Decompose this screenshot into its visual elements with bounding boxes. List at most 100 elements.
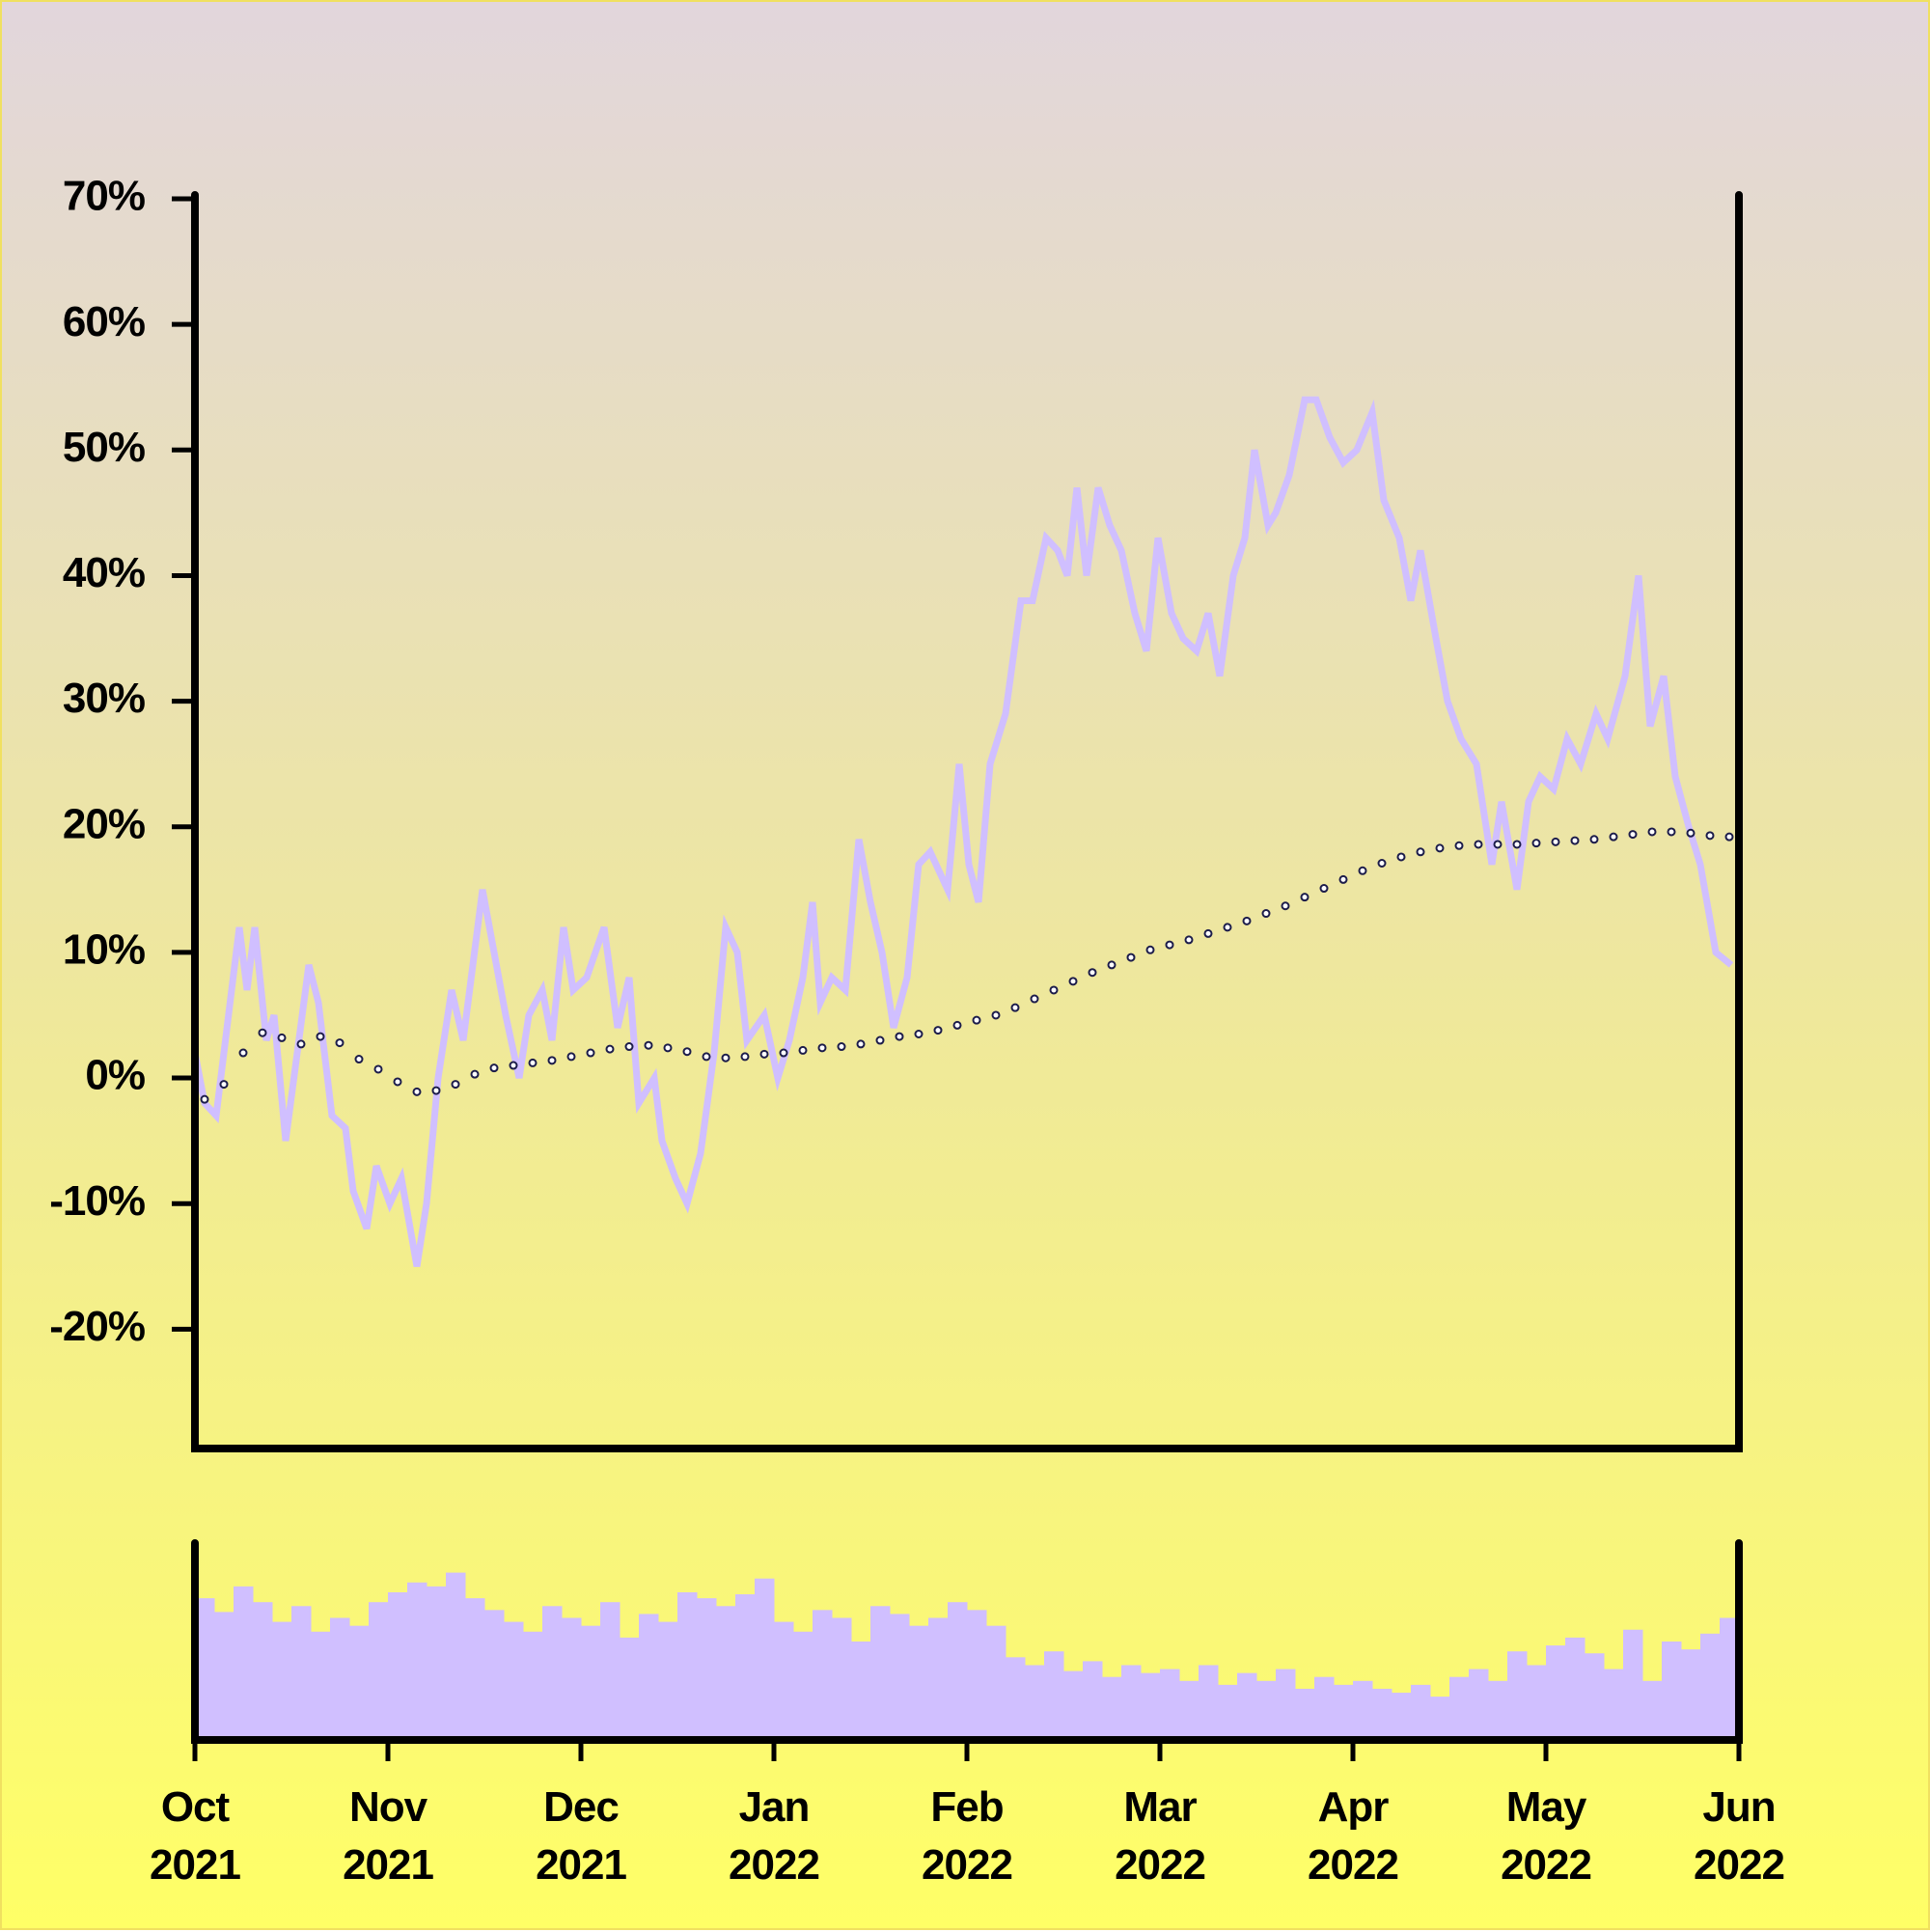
moving-average-dot bbox=[547, 1056, 557, 1065]
volume-bar bbox=[311, 1631, 331, 1740]
moving-average-dot bbox=[1628, 830, 1638, 840]
volume-bar bbox=[1449, 1676, 1470, 1740]
moving-average-dot bbox=[1107, 960, 1117, 970]
moving-average-dot bbox=[1435, 843, 1445, 853]
moving-average-dot bbox=[296, 1039, 306, 1049]
volume-bar bbox=[909, 1625, 929, 1740]
moving-average-dot bbox=[393, 1077, 402, 1087]
volume-bar bbox=[1488, 1680, 1508, 1740]
volume-bar bbox=[446, 1572, 466, 1740]
moving-average-dot bbox=[1358, 866, 1367, 875]
moving-average-dot bbox=[509, 1061, 518, 1070]
volume-bar bbox=[1604, 1669, 1624, 1740]
moving-average-dot bbox=[1551, 837, 1560, 846]
volume-bar bbox=[1063, 1670, 1084, 1740]
volume-bar bbox=[658, 1621, 678, 1740]
moving-average-dot bbox=[914, 1030, 924, 1039]
moving-average-dot bbox=[933, 1026, 943, 1035]
moving-average-dot bbox=[219, 1080, 229, 1090]
volume-bar bbox=[1392, 1693, 1412, 1740]
x-tick-label: May 2022 bbox=[1501, 1783, 1592, 1889]
volume-bar bbox=[562, 1617, 582, 1740]
volume-bar bbox=[1565, 1637, 1585, 1740]
volume-bar bbox=[330, 1617, 350, 1740]
volume-bar bbox=[1160, 1669, 1180, 1740]
volume-bar bbox=[1295, 1688, 1315, 1740]
moving-average-dot bbox=[1030, 994, 1039, 1004]
volume-bar bbox=[986, 1625, 1006, 1740]
volume-bar bbox=[523, 1631, 543, 1740]
moving-average-dot bbox=[644, 1040, 653, 1050]
moving-average-dot bbox=[1377, 858, 1387, 868]
volume-bar bbox=[1681, 1649, 1701, 1740]
volume-bar bbox=[1083, 1661, 1103, 1740]
moving-average-dot bbox=[759, 1049, 769, 1059]
moving-average-dot bbox=[1686, 828, 1696, 838]
moving-average-dot bbox=[875, 1035, 885, 1045]
moving-average-dot bbox=[798, 1045, 808, 1055]
moving-average-dot bbox=[663, 1043, 673, 1053]
volume-bar bbox=[1720, 1617, 1740, 1740]
volume-bar bbox=[484, 1610, 505, 1740]
volume-bar bbox=[774, 1621, 794, 1740]
y-tick-label: -20% bbox=[49, 1303, 145, 1350]
volume-bar bbox=[291, 1606, 312, 1740]
moving-average-dot bbox=[682, 1047, 692, 1057]
moving-average-dot bbox=[1609, 832, 1618, 842]
moving-average-dot bbox=[1474, 840, 1483, 849]
moving-average-dot bbox=[1454, 841, 1464, 850]
moving-average-dot bbox=[1242, 916, 1252, 925]
y-tick-label: 10% bbox=[63, 926, 145, 974]
x-tick-label: Feb 2022 bbox=[922, 1783, 1013, 1889]
moving-average-dot bbox=[1570, 836, 1580, 845]
volume-bar bbox=[1102, 1676, 1122, 1740]
x-tick-label: Oct 2021 bbox=[150, 1783, 241, 1889]
moving-average-dot bbox=[1589, 835, 1599, 844]
volume-bar bbox=[1179, 1680, 1199, 1740]
volume-bar bbox=[1430, 1697, 1450, 1740]
moving-average-dot bbox=[373, 1064, 383, 1074]
volume-bar bbox=[890, 1614, 910, 1740]
moving-average-dot bbox=[1145, 945, 1155, 954]
volume-bar bbox=[542, 1606, 563, 1740]
moving-average-dot bbox=[354, 1055, 364, 1064]
moving-average-dot bbox=[1338, 874, 1348, 884]
moving-average-dot bbox=[412, 1087, 422, 1096]
moving-average-dot bbox=[586, 1048, 595, 1058]
y-tick-label: -10% bbox=[49, 1177, 145, 1225]
moving-average-dot bbox=[702, 1052, 711, 1062]
moving-average-dot bbox=[335, 1038, 345, 1048]
volume-bar bbox=[1662, 1642, 1682, 1740]
volume-bar bbox=[735, 1594, 756, 1740]
volume-bar bbox=[253, 1602, 273, 1740]
volume-bar bbox=[1237, 1672, 1257, 1740]
volume-bar bbox=[369, 1602, 389, 1740]
moving-average-dot bbox=[566, 1052, 576, 1062]
volume-bar bbox=[427, 1586, 447, 1740]
moving-average-dot bbox=[1724, 832, 1734, 842]
volume-bar bbox=[195, 1598, 215, 1740]
volume-bar bbox=[1218, 1684, 1238, 1740]
volume-bar bbox=[504, 1621, 524, 1740]
volume-bar bbox=[1353, 1680, 1373, 1740]
volume-bar bbox=[697, 1598, 717, 1740]
volume-bar bbox=[234, 1586, 254, 1740]
x-tick-label: Jan 2022 bbox=[729, 1783, 820, 1889]
y-tick-label: 60% bbox=[63, 298, 145, 345]
volume-bar bbox=[639, 1614, 659, 1740]
volume-frame bbox=[191, 1539, 1743, 1744]
moving-average-dot bbox=[200, 1094, 209, 1104]
volume-bar bbox=[1700, 1633, 1721, 1740]
volume-bar bbox=[1411, 1684, 1431, 1740]
moving-average-dot bbox=[1223, 923, 1232, 932]
volume-bar bbox=[1585, 1653, 1605, 1740]
volume-bar bbox=[716, 1606, 736, 1740]
volume-bar bbox=[349, 1625, 370, 1740]
volume-bar bbox=[1006, 1657, 1026, 1740]
y-tick-label: 20% bbox=[63, 800, 145, 847]
moving-average-dot bbox=[1126, 952, 1136, 962]
volume-bar bbox=[755, 1578, 775, 1740]
moving-average-dot bbox=[1512, 840, 1522, 849]
